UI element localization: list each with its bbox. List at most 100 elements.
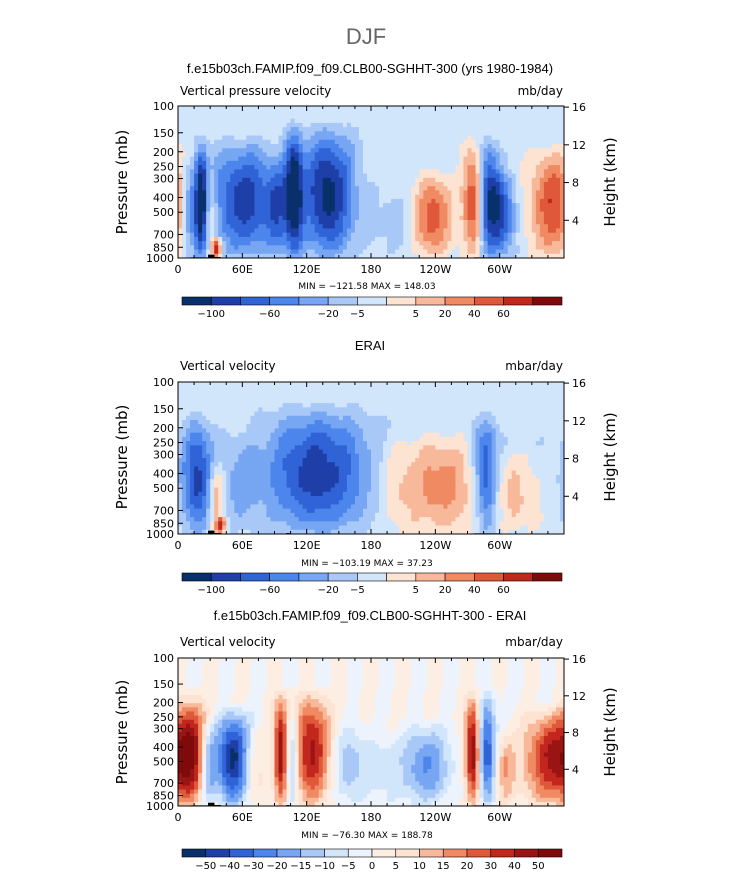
contour-cell — [294, 169, 300, 174]
contour-cell — [515, 411, 521, 417]
contour-cell — [294, 148, 300, 153]
contour-cell — [318, 152, 324, 158]
contour-cell — [342, 194, 348, 200]
contour-cell — [190, 156, 195, 162]
contour-cell — [186, 114, 191, 120]
contour-cell — [222, 182, 227, 187]
contour-cell — [342, 165, 348, 170]
contour-cell — [210, 441, 215, 446]
contour-cell — [411, 182, 416, 187]
contour-cell — [206, 135, 211, 141]
contour-cell — [314, 232, 320, 238]
contour-cell — [535, 390, 541, 396]
contour-cell — [431, 203, 436, 208]
contour-cell — [403, 194, 408, 200]
contour-cell — [415, 232, 420, 238]
contour-cell — [387, 203, 392, 208]
contour-cell — [198, 198, 203, 204]
contour-cell — [366, 106, 372, 111]
contour-cell — [495, 207, 501, 212]
contour-cell — [403, 411, 408, 417]
contour-cell — [202, 131, 207, 136]
contour-cell — [543, 160, 549, 166]
contour-cell — [238, 148, 243, 153]
contour-cell — [523, 428, 529, 434]
contour-cell — [318, 110, 324, 115]
contour-cell — [387, 228, 392, 234]
contour-cell — [539, 382, 545, 387]
contour-cell — [459, 253, 464, 259]
contour-cell — [423, 131, 428, 136]
contour-cell — [395, 245, 400, 250]
contour-cell — [507, 398, 513, 404]
contour-cell — [395, 441, 400, 446]
contour-cell — [483, 203, 488, 208]
contour-cell — [531, 165, 537, 170]
contour-cell — [459, 156, 464, 162]
contour-cell — [306, 207, 312, 212]
contour-cell — [435, 160, 440, 166]
contour-cell — [346, 253, 352, 259]
contour-cell — [483, 127, 488, 132]
contour-cell — [383, 424, 388, 429]
contour-cell — [338, 114, 344, 120]
contour-cell — [427, 114, 432, 120]
contour-cell — [210, 403, 215, 408]
contour-cell — [459, 144, 464, 149]
contour-cell — [366, 232, 372, 238]
contour-cell — [507, 394, 513, 400]
contour-cell — [222, 407, 227, 412]
contour-cell — [443, 118, 448, 124]
contour-cell — [262, 386, 267, 391]
contour-cell — [358, 177, 364, 183]
contour-cell — [202, 436, 207, 442]
contour-cell — [427, 156, 432, 162]
contour-cell — [403, 114, 408, 120]
contour-cell — [342, 122, 348, 128]
contour-cell — [286, 390, 291, 396]
contour-cell — [559, 106, 565, 111]
contour-cell — [234, 394, 239, 400]
contour-cell — [403, 186, 408, 191]
contour-cell — [222, 127, 227, 132]
contour-cell — [511, 407, 517, 412]
contour-cell — [443, 114, 448, 120]
contour-cell — [310, 194, 316, 200]
contour-cell — [218, 169, 223, 174]
contour-cell — [302, 441, 308, 446]
contour-cell — [306, 215, 312, 221]
contour-cell — [338, 169, 344, 174]
contour-cell — [310, 241, 316, 246]
contour-cell — [206, 139, 211, 145]
contour-cell — [242, 186, 247, 191]
contour-cell — [559, 411, 565, 417]
contour-cell — [411, 156, 416, 162]
contour-cell — [214, 441, 219, 446]
contour-cell — [246, 411, 251, 417]
contour-cell — [190, 169, 195, 174]
contour-cell — [375, 152, 380, 158]
contour-cell — [435, 131, 440, 136]
contour-cell — [250, 131, 255, 136]
contour-cell — [539, 139, 545, 145]
contour-cell — [290, 249, 295, 255]
contour-cell — [451, 407, 456, 412]
contour-cell — [222, 122, 227, 128]
contour-cell — [451, 207, 456, 212]
contour-cell — [266, 394, 271, 400]
contour-cell — [403, 182, 408, 187]
contour-cell — [270, 386, 275, 391]
contour-cell — [274, 131, 279, 136]
contour-cell — [234, 211, 239, 217]
contour-cell — [338, 177, 344, 183]
contour-cell — [475, 428, 480, 434]
contour-cell — [342, 211, 348, 217]
contour-cell — [459, 131, 464, 136]
contour-cell — [471, 236, 476, 242]
contour-cell — [523, 211, 529, 217]
contour-cell — [423, 415, 428, 421]
contour-cell — [294, 241, 300, 246]
contour-cell — [318, 424, 324, 429]
contour-cell — [334, 207, 340, 212]
contour-cell — [403, 241, 408, 246]
